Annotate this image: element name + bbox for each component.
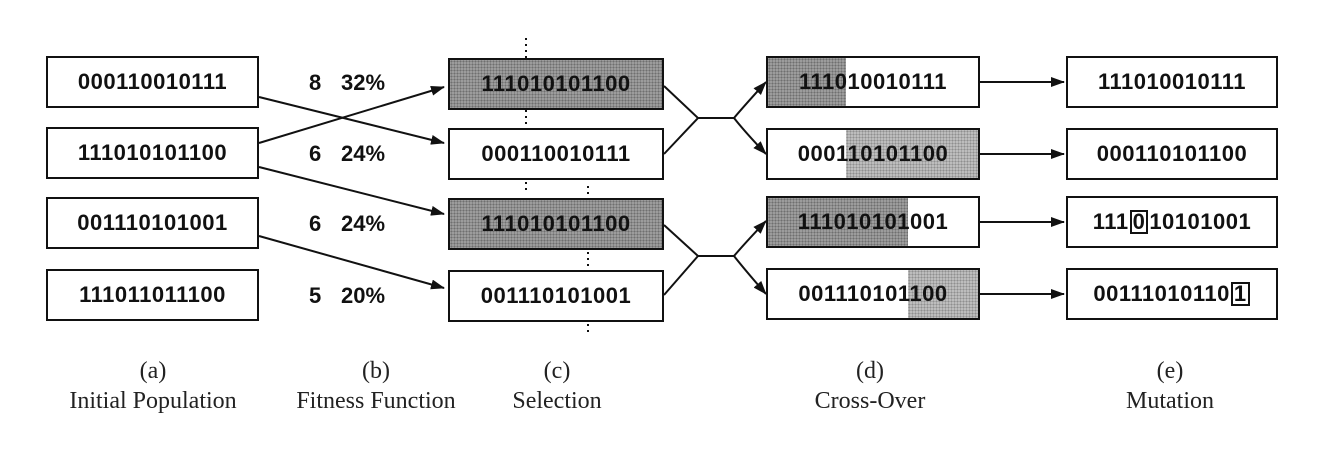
fork-top	[663, 85, 700, 155]
mutated-chromosome-3: 111 0 10101001	[1066, 196, 1278, 248]
arrow-fork-top-down	[733, 117, 767, 155]
caption-c: (c) Selection	[512, 358, 602, 414]
arrow-a3-to-c4	[258, 235, 445, 290]
arrow-fork-bottom-down	[733, 255, 767, 295]
selected-chromosome-2: 000110010111	[448, 128, 664, 180]
mutated-bit-marker: 0	[1129, 210, 1149, 234]
fitness-percent-4: 20%	[341, 283, 386, 308]
initial-chromosome-2: 111010101100	[46, 127, 259, 179]
fork-bottom	[663, 224, 700, 296]
arrow-a2-to-c3	[258, 166, 445, 216]
caption-e: (e) Mutation	[1126, 358, 1214, 414]
selected-chromosome-3: 111010101100	[448, 198, 664, 250]
crossover-chromosome-2: 000110101100	[766, 128, 980, 180]
fitness-score-2: 6	[309, 141, 322, 166]
initial-chromosome-3: 001110101001	[46, 197, 259, 249]
mutated-chromosome-2: 000110101100	[1066, 128, 1278, 180]
arrow-a1-to-c2	[258, 96, 445, 145]
mutated-bit-marker: 1	[1230, 282, 1250, 306]
crossover-chromosome-4: 001110101100	[766, 268, 980, 320]
caption-a: (a) Initial Population	[69, 358, 237, 414]
mutated-bits-3: 111 0 10101001	[1092, 209, 1252, 234]
mutated-bits-4: 00111010110 1	[1068, 270, 1276, 318]
crossover-chromosome-3: 111010101001	[766, 196, 980, 248]
crossover-chromosome-1: 111010010111	[766, 56, 980, 108]
selected-chromosome-1: 111010101100	[448, 58, 664, 110]
initial-chromosome-4: 111011011100	[46, 269, 259, 321]
fitness-percent-3: 24%	[341, 211, 386, 236]
caption-b: (b) Fitness Function	[296, 358, 456, 414]
arrow-fork-bottom-up	[733, 220, 767, 257]
caption-d: (d) Cross-Over	[814, 358, 926, 414]
selected-chromosome-4: 001110101001	[448, 270, 664, 322]
arrow-fork-top-up	[733, 81, 767, 119]
fitness-percent-1: 32%	[341, 70, 386, 95]
initial-chromosome-1: 000110010111	[46, 56, 259, 108]
mutated-chromosome-4: 00111010110 1	[1066, 268, 1278, 320]
fitness-score-1: 8	[309, 70, 322, 95]
fitness-score-3: 6	[309, 211, 322, 236]
mutated-chromosome-1: 111010010111	[1066, 56, 1278, 108]
arrow-a2-to-c1	[258, 85, 445, 144]
fitness-percent-2: 24%	[341, 141, 386, 166]
fitness-score-4: 5	[309, 283, 322, 308]
